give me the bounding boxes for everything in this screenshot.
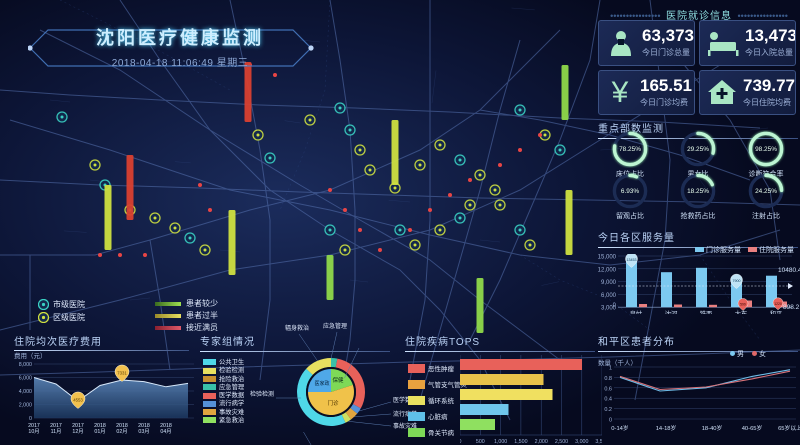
svg-text:铁西: 铁西 xyxy=(700,309,713,314)
svg-text:18-40岁: 18-40岁 xyxy=(702,424,723,432)
svg-text:0.6: 0.6 xyxy=(604,386,612,392)
svg-text:2,500: 2,500 xyxy=(555,439,568,445)
svg-text:12月: 12月 xyxy=(72,428,83,435)
svg-text:0.4: 0.4 xyxy=(604,397,612,403)
svg-text:门诊: 门诊 xyxy=(327,399,339,407)
svg-text:14-18岁: 14-18岁 xyxy=(656,424,677,432)
svg-text:500: 500 xyxy=(476,439,485,445)
svg-text:03月: 03月 xyxy=(138,428,149,435)
svg-text:辐身救治: 辐身救治 xyxy=(285,324,309,332)
svg-text:0-14岁: 0-14岁 xyxy=(611,424,629,432)
svg-text:4,000: 4,000 xyxy=(19,389,32,395)
svg-text:65岁以上: 65岁以上 xyxy=(778,424,800,432)
svg-text:沈河: 沈河 xyxy=(665,309,678,314)
svg-text:3,000: 3,000 xyxy=(575,439,588,445)
svg-text:02月: 02月 xyxy=(116,428,127,435)
svg-text:18.25%: 18.25% xyxy=(687,188,709,195)
svg-text:7900: 7900 xyxy=(733,279,741,283)
svg-text:7331: 7331 xyxy=(117,371,127,376)
svg-text:2,000: 2,000 xyxy=(535,439,548,445)
svg-text:0.8: 0.8 xyxy=(604,376,612,382)
svg-text:599: 599 xyxy=(740,303,746,307)
svg-text:保健: 保健 xyxy=(332,376,344,384)
svg-text:1220: 1220 xyxy=(774,302,782,306)
svg-text:医家政: 医家政 xyxy=(314,380,329,387)
svg-text:和平: 和平 xyxy=(770,309,783,314)
svg-text:8,000: 8,000 xyxy=(19,362,32,368)
svg-text:0.2: 0.2 xyxy=(604,407,612,413)
svg-text:0: 0 xyxy=(29,416,32,422)
svg-text:40-65岁: 40-65岁 xyxy=(742,424,763,432)
svg-text:13453: 13453 xyxy=(627,258,637,262)
svg-text:24.25%: 24.25% xyxy=(755,188,777,195)
svg-text:应急管理: 应急管理 xyxy=(323,322,347,330)
svg-text:10月: 10月 xyxy=(28,428,39,435)
svg-text:01月: 01月 xyxy=(94,428,105,435)
svg-text:11月: 11月 xyxy=(51,428,62,435)
svg-text:¥: ¥ xyxy=(611,76,629,108)
svg-text:9,000: 9,000 xyxy=(601,280,617,286)
svg-text:6.93%: 6.93% xyxy=(621,188,640,195)
svg-text:1,500: 1,500 xyxy=(514,439,527,445)
svg-text:98.25%: 98.25% xyxy=(755,146,777,153)
svg-text:6,000: 6,000 xyxy=(601,293,617,299)
svg-text:检验检测: 检验检测 xyxy=(250,390,274,398)
svg-text:2,000: 2,000 xyxy=(19,403,32,409)
svg-text:1,000: 1,000 xyxy=(494,439,507,445)
svg-text:04月: 04月 xyxy=(160,428,171,435)
svg-text:78.25%: 78.25% xyxy=(619,146,641,153)
svg-text:6,000: 6,000 xyxy=(19,376,32,382)
svg-text:皇姑: 皇姑 xyxy=(630,309,643,314)
svg-text:15,000: 15,000 xyxy=(598,255,617,261)
svg-text:3,500: 3,500 xyxy=(595,439,602,445)
svg-text:4553: 4553 xyxy=(73,398,83,403)
svg-text:0: 0 xyxy=(460,439,462,445)
svg-text:1: 1 xyxy=(609,366,612,372)
svg-text:29.25%: 29.25% xyxy=(687,146,709,153)
svg-text:0: 0 xyxy=(609,418,612,424)
svg-text:大东: 大东 xyxy=(735,309,748,314)
svg-text:12,000: 12,000 xyxy=(598,267,617,273)
svg-text:0: 0 xyxy=(613,303,617,309)
